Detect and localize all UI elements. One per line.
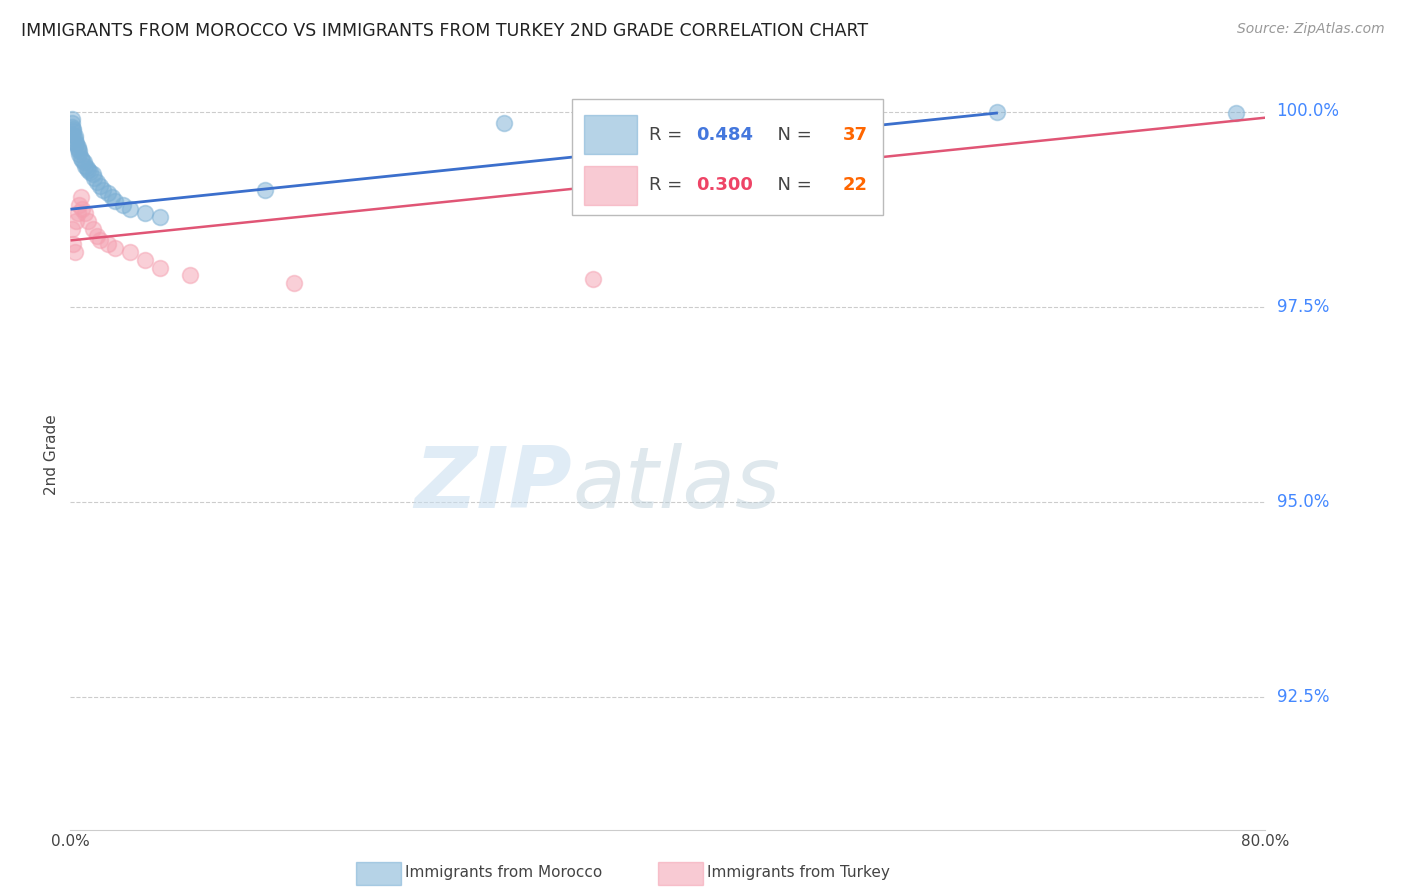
Point [69,190,91,204]
Point [70,202,93,216]
FancyBboxPatch shape [585,166,637,204]
Text: 97.5%: 97.5% [1277,298,1329,316]
Point [63,132,86,146]
Point [69,151,91,165]
Point [65,214,87,228]
Point [63,244,86,259]
Point [77,214,100,228]
Text: 92.5%: 92.5% [1277,688,1329,706]
Point [60,221,83,235]
Point [97,237,120,252]
Point [67,144,90,158]
Point [79,165,101,179]
Point [1299,104,1322,119]
Text: 0.300: 0.300 [696,177,754,194]
FancyBboxPatch shape [585,115,637,154]
Point [60,112,83,127]
Point [62,237,84,252]
Point [60,120,83,134]
Point [76,161,98,175]
Point [66,206,89,220]
Point [91,183,114,197]
Point [149,260,172,275]
Point [63,129,86,144]
Point [111,198,134,212]
Point [134,206,156,220]
Point [179,268,201,283]
Point [492,116,515,130]
Point [582,272,605,286]
Text: 37: 37 [842,126,868,144]
Point [83,170,105,185]
Text: N =: N = [766,126,817,144]
Point [283,277,305,291]
Text: ZIP: ZIP [415,443,572,526]
Text: 0.484: 0.484 [696,126,754,144]
Text: IMMIGRANTS FROM MOROCCO VS IMMIGRANTS FROM TURKEY 2ND GRADE CORRELATION CHART: IMMIGRANTS FROM MOROCCO VS IMMIGRANTS FR… [21,22,869,40]
Point [104,194,127,209]
Point [75,159,97,173]
FancyBboxPatch shape [572,99,883,215]
Text: 100.0%: 100.0% [1277,103,1340,120]
Point [120,202,141,216]
Text: N =: N = [766,177,817,194]
Text: Immigrants from Turkey: Immigrants from Turkey [707,865,890,880]
Point [253,183,276,197]
Point [60,116,83,130]
Point [86,229,108,244]
Text: R =: R = [648,177,688,194]
Point [104,241,127,255]
Point [66,139,89,153]
Point [67,198,90,212]
Point [82,167,104,181]
Text: R =: R = [648,126,688,144]
Y-axis label: 2nd Grade: 2nd Grade [44,415,59,495]
Point [70,153,93,167]
Point [120,244,141,259]
Text: Immigrants from Morocco: Immigrants from Morocco [405,865,602,880]
Text: 22: 22 [842,177,868,194]
Point [65,137,87,152]
Point [77,163,100,178]
Point [97,186,120,201]
Text: 95.0%: 95.0% [1277,492,1329,511]
Point [1225,106,1247,120]
Point [62,124,84,138]
Point [62,121,84,136]
Point [86,175,108,189]
Point [75,206,97,220]
Point [67,147,90,161]
Point [149,210,172,224]
Point [986,104,1008,119]
Text: atlas: atlas [572,443,780,526]
Point [89,233,111,247]
Text: Source: ZipAtlas.com: Source: ZipAtlas.com [1237,22,1385,37]
Point [101,190,124,204]
Point [134,252,156,267]
Point [82,221,104,235]
Point [65,136,87,150]
Point [73,155,96,169]
Point [89,178,111,193]
Point [62,128,84,142]
Point [66,142,89,156]
